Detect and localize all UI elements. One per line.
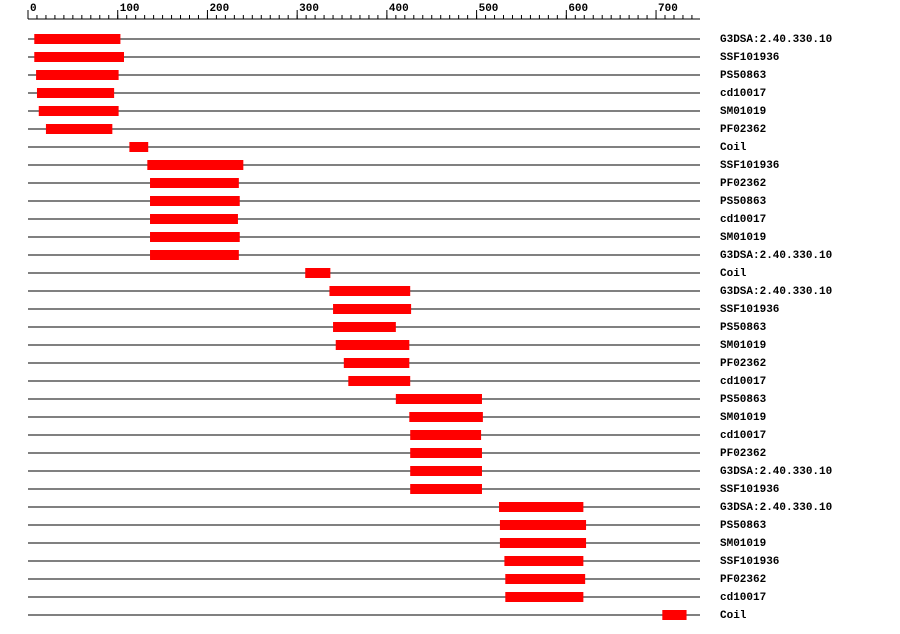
row-label: SM01019 xyxy=(720,340,766,352)
row-label: cd10017 xyxy=(720,592,766,604)
row-label: SM01019 xyxy=(720,412,766,424)
row-label: SM01019 xyxy=(720,538,766,550)
row-label: PF02362 xyxy=(720,178,766,190)
domain-bar xyxy=(34,34,121,44)
row-label: cd10017 xyxy=(720,376,766,388)
row-label: PS50863 xyxy=(720,322,767,334)
x-tick-label: 200 xyxy=(209,3,229,15)
row-label: G3DSA:2.40.330.10 xyxy=(720,34,832,46)
row-label: Coil xyxy=(720,610,747,622)
row-label: PS50863 xyxy=(720,394,767,406)
domain-bar xyxy=(662,610,687,620)
row-label: PF02362 xyxy=(720,358,766,370)
domain-bar xyxy=(38,106,119,116)
domain-bar xyxy=(150,250,239,260)
domain-bar xyxy=(335,340,410,350)
row-label: cd10017 xyxy=(720,88,766,100)
domain-bar xyxy=(410,466,482,476)
domain-bar xyxy=(45,124,113,134)
row-label: G3DSA:2.40.330.10 xyxy=(720,502,832,514)
row-label: cd10017 xyxy=(720,430,766,442)
row-label: SM01019 xyxy=(720,106,766,118)
x-tick-label: 100 xyxy=(120,3,140,15)
row-label: G3DSA:2.40.330.10 xyxy=(720,466,832,478)
domain-bar xyxy=(499,502,584,512)
domain-bar xyxy=(150,214,238,224)
row-label: PS50863 xyxy=(720,70,767,82)
domain-bar xyxy=(504,556,584,566)
domain-bar xyxy=(147,160,244,170)
row-label: SSF101936 xyxy=(720,304,779,316)
domain-bar xyxy=(499,538,587,548)
x-tick-label: 600 xyxy=(568,3,588,15)
x-tick-label: 0 xyxy=(30,3,37,15)
row-label: cd10017 xyxy=(720,214,766,226)
row-label: SM01019 xyxy=(720,232,766,244)
domain-bar xyxy=(150,232,240,242)
row-label: SSF101936 xyxy=(720,160,779,172)
domain-bar xyxy=(395,394,482,404)
row-label: PF02362 xyxy=(720,448,766,460)
row-label: PS50863 xyxy=(720,520,767,532)
domain-bar xyxy=(409,412,483,422)
domain-bar xyxy=(329,286,411,296)
row-label: PF02362 xyxy=(720,574,766,586)
domain-bar xyxy=(36,70,119,80)
domain-bar xyxy=(150,196,240,206)
x-tick-label: 400 xyxy=(389,3,409,15)
row-label: G3DSA:2.40.330.10 xyxy=(720,250,832,262)
domain-bar xyxy=(410,484,482,494)
domain-bar xyxy=(129,142,149,152)
domain-bar xyxy=(305,268,331,278)
row-label: Coil xyxy=(720,268,747,280)
row-label: SSF101936 xyxy=(720,52,779,64)
domain-bar xyxy=(343,358,410,368)
domain-bar xyxy=(410,448,482,458)
row-label: PF02362 xyxy=(720,124,766,136)
x-tick-label: 300 xyxy=(299,3,319,15)
domain-bar xyxy=(410,430,482,440)
domain-bar xyxy=(333,322,396,332)
domain-bar xyxy=(499,520,587,530)
domain-bar xyxy=(505,574,586,584)
row-label: G3DSA:2.40.330.10 xyxy=(720,286,832,298)
row-label: PS50863 xyxy=(720,196,767,208)
domain-bar xyxy=(34,52,124,62)
row-label: Coil xyxy=(720,142,747,154)
row-label: SSF101936 xyxy=(720,484,779,496)
domain-bar xyxy=(150,178,239,188)
x-tick-label: 700 xyxy=(658,3,678,15)
domain-bar xyxy=(36,88,115,98)
domain-bar xyxy=(333,304,412,314)
x-tick-label: 500 xyxy=(479,3,499,15)
domain-bar xyxy=(348,376,411,386)
domain-bar xyxy=(505,592,584,602)
row-label: SSF101936 xyxy=(720,556,779,568)
